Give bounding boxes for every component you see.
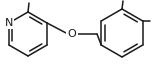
- Text: O: O: [68, 29, 76, 39]
- Text: N: N: [5, 18, 13, 28]
